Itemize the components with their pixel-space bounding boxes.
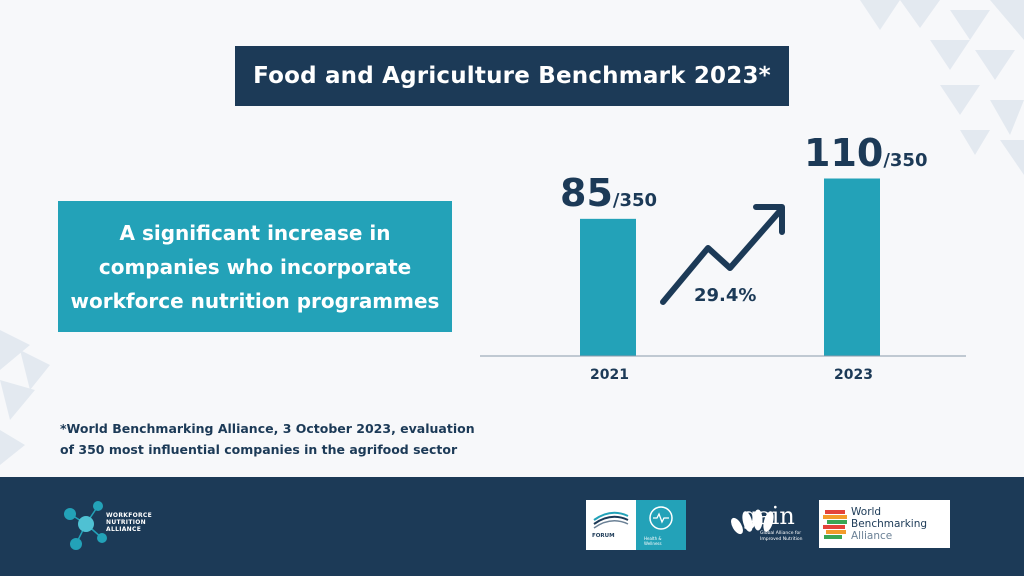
x-tick-label-2023: 2023 [834,367,873,383]
callout-line: A significant increase in [119,220,391,245]
bar-value-number: 110 [804,130,884,175]
bar-value-label-2023: 110/350 [804,131,927,175]
callout-line: companies who incorporate [98,254,412,279]
growth-arrow-icon [660,204,785,305]
heart-pulse-icon [649,506,673,530]
gain-wordmark: gain [742,502,795,530]
callout-line: workforce nutrition programmes [70,288,440,313]
wef-hw-line: Health & [644,536,662,541]
gain-subtitle: Global Alliance for Improved Nutrition [760,531,803,542]
wba-text: World Benchmarking Alliance [851,506,927,542]
wna-line: WORKFORCE [106,512,153,519]
growth-percentage: 29.4% [694,285,757,306]
bar-2023 [824,178,880,356]
wef-logo: FORUM Health & Wellness [586,500,686,550]
gain-sub-line: Improved Nutrition [760,536,803,542]
wba-stripes-icon [823,510,847,539]
wef-forum-text: FORUM [592,533,615,539]
wna-line: NUTRITION [106,519,146,526]
page-title: Food and Agriculture Benchmark 2023* [235,46,789,106]
wna-logo-icon [64,501,107,550]
bar-value-label-2021: 85/350 [560,171,657,215]
wef-globe-icon [593,511,629,529]
bar-2021 [580,218,636,356]
gain-sub-line: Global Alliance for [760,531,802,536]
wba-line: World [851,506,882,518]
wna-logo-text: WORKFORCE NUTRITION ALLIANCE [106,512,152,533]
callout-box: A significant increase in companies who … [58,201,452,332]
footnote-line: *World Benchmarking Alliance, 3 October … [60,421,475,436]
wba-line: Alliance [851,530,893,542]
bar-value-denominator: /350 [612,189,658,211]
footnote: *World Benchmarking Alliance, 3 October … [60,418,480,460]
wba-logo: World Benchmarking Alliance [819,500,950,548]
bar-value-denominator: /350 [883,149,928,171]
bar-value-number: 85 [560,170,613,215]
x-tick-label-2021: 2021 [590,367,629,383]
wef-hw-line: Wellness [644,541,662,546]
wna-line: ALLIANCE [106,526,142,533]
wba-line: Benchmarking [851,518,928,530]
wef-hw-text: Health & Wellness [644,536,662,546]
gain-wheat-icon [731,509,774,535]
footnote-line: of 350 most influential companies in the… [60,442,458,457]
